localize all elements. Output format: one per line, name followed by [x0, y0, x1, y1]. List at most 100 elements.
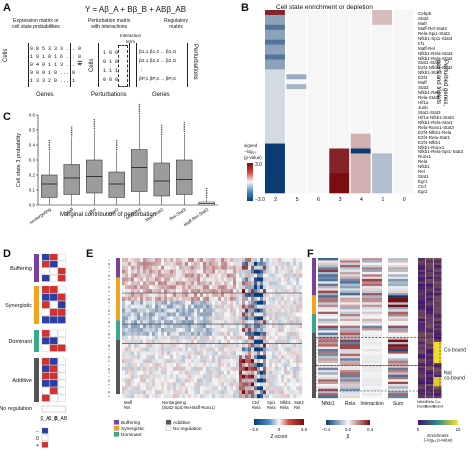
heatmap-cell [143, 261, 147, 266]
beta-cell [318, 286, 338, 289]
heatmap-cell [194, 394, 198, 399]
heatmap-cell [164, 331, 168, 336]
heatmap-cell [122, 328, 126, 333]
heatmap-cell [143, 289, 147, 294]
heatmap-cell [257, 351, 261, 356]
heatmap-cell [266, 316, 270, 321]
heatmap-cell [236, 289, 240, 294]
heatmap-cell [260, 289, 264, 294]
heatmap-cell [218, 300, 222, 305]
column-label: 3 [338, 197, 341, 203]
heatmap-cell [272, 320, 276, 325]
heatmap-cell [287, 324, 291, 329]
heatmap-cell [140, 386, 144, 391]
heatmap-cell [197, 265, 201, 270]
heatmap-cell [299, 261, 303, 266]
heatmap-cell [230, 320, 234, 325]
heatmap-cell [161, 316, 165, 321]
heatmap-cell [122, 331, 126, 336]
heatmap-cell [281, 355, 285, 360]
heatmap-cell [128, 363, 132, 368]
heatmap-cell [372, 153, 393, 159]
beta-cell [340, 288, 360, 291]
heatmap-cell [281, 285, 285, 290]
heatmap-cell [200, 355, 204, 360]
enrichment-cell [434, 262, 442, 266]
sign-marker: − [108, 293, 110, 297]
heatmap-cell [269, 359, 273, 364]
heatmap-cell [286, 133, 307, 139]
heatmap-cell [272, 269, 276, 274]
heatmap-cell [254, 265, 258, 270]
beta-cell [388, 349, 408, 352]
enrichment-cell [426, 365, 434, 368]
heatmap-cell [215, 289, 219, 294]
heatmap-cell [227, 273, 231, 278]
heatmap-cell [146, 335, 150, 340]
beta-cell [57, 344, 66, 352]
heatmap-cell [236, 312, 240, 317]
heatmap-cell [146, 363, 150, 368]
heatmap-cell [263, 261, 267, 266]
heatmap-cell [290, 366, 294, 371]
heatmap-cell [393, 168, 414, 174]
heatmap-cell [179, 300, 183, 305]
heatmap-cell [155, 308, 159, 313]
heatmap-cell [125, 293, 129, 298]
heatmap-cell [329, 123, 350, 130]
enrichment-cell [418, 323, 426, 326]
heatmap-cell [215, 300, 219, 305]
heatmap-cell [224, 374, 228, 379]
heatmap-cell [188, 281, 192, 286]
beta-cell [362, 339, 382, 343]
heatmap-cell [230, 335, 234, 340]
heatmap-cell [125, 363, 129, 368]
outlier [206, 189, 208, 191]
heatmap-cell [287, 308, 291, 313]
beta-cell [318, 276, 338, 280]
heatmap-cell [170, 343, 174, 348]
heatmap-cell [155, 300, 159, 305]
heatmap-cell [329, 59, 350, 65]
heatmap-cell [372, 54, 393, 60]
heatmap-cell [393, 44, 414, 50]
enrichment-cell [434, 302, 442, 305]
heatmap-cell [140, 363, 144, 368]
enrichment-cell [434, 381, 442, 385]
heatmap-cell [158, 258, 162, 263]
heatmap-cell [140, 374, 144, 379]
beta-cell [362, 351, 382, 354]
beta-cell [362, 302, 382, 305]
beta-cell [318, 384, 338, 387]
heatmap-cell [266, 370, 270, 375]
heatmap-cell [212, 386, 216, 391]
heatmap-cell [272, 363, 276, 368]
heatmap-cell [209, 258, 213, 263]
heatmap-cell [191, 285, 195, 290]
enrichment-cell [418, 374, 426, 378]
beta-cell [49, 344, 58, 352]
heatmap-cell [257, 359, 261, 364]
heatmap-cell [188, 320, 192, 325]
heatmap-cell [236, 316, 240, 321]
heatmap-cell [265, 74, 285, 80]
heatmap-cell [152, 265, 156, 270]
beta-cell [340, 351, 360, 354]
heatmap-cell [260, 316, 264, 321]
heatmap-cell [254, 269, 258, 274]
heatmap-cell [286, 108, 307, 115]
heatmap-cell [200, 328, 204, 333]
heatmap-cell [290, 335, 294, 340]
heatmap-cell [167, 339, 171, 344]
heatmap-cell [221, 281, 225, 286]
heatmap-cell [188, 258, 192, 263]
heatmap-cell [182, 343, 186, 348]
heatmap-cell [286, 64, 307, 70]
heatmap-cell [296, 370, 300, 375]
heatmap-cell [242, 386, 246, 391]
heatmap-cell [299, 312, 303, 317]
heatmap-cell [182, 324, 186, 329]
beta-cell [318, 323, 338, 326]
heatmap-cell [158, 273, 162, 278]
heatmap-cell [134, 347, 138, 352]
